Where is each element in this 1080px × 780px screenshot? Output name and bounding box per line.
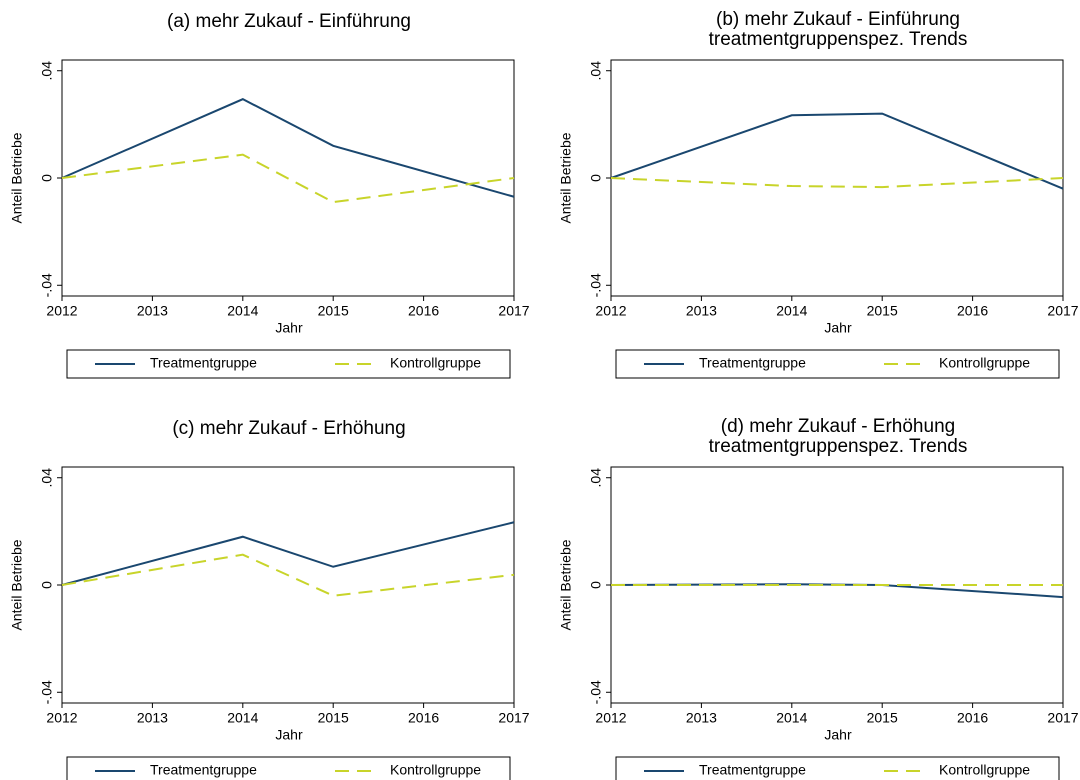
x-tick-label: 2015 [867, 710, 898, 726]
series-line [61, 153, 515, 204]
series-line [610, 583, 1064, 599]
chart-subtitle: treatmentgruppenspez. Trends [709, 436, 968, 457]
y-tick-label: 0 [588, 174, 604, 182]
y-tick-label: .04 [588, 61, 604, 81]
x-tick-label: 2016 [408, 303, 439, 319]
x-tick-label: 2017 [1047, 710, 1078, 726]
chart-title: (d) mehr Zukauf - Erhöhung [721, 416, 955, 437]
x-tick-label: 2014 [776, 303, 807, 319]
x-tick-label: 2013 [686, 303, 717, 319]
plot-frame [61, 466, 515, 704]
x-axis-label: Jahr [275, 320, 303, 336]
x-tick-label: 2013 [137, 710, 168, 726]
y-tick-label: 0 [39, 174, 55, 182]
legend-label: Treatmentgruppe [150, 762, 257, 778]
x-tick-label: 2016 [408, 710, 439, 726]
x-tick-label: 2015 [867, 303, 898, 319]
x-tick-label: 2013 [137, 303, 168, 319]
y-tick-label: -.04 [588, 273, 604, 297]
y-tick-label: 0 [588, 581, 604, 589]
series-line [61, 521, 515, 586]
legend-box [615, 756, 1060, 780]
y-tick-label: 0 [39, 581, 55, 589]
y-axis-label: Anteil Betriebe [9, 539, 25, 630]
x-tick-label: 2015 [318, 303, 349, 319]
x-tick-label: 2016 [957, 303, 988, 319]
chart-title: (c) mehr Zukauf - Erhöhung [172, 418, 405, 439]
legend-label: Kontrollgruppe [939, 762, 1030, 778]
plot-frame [610, 59, 1064, 297]
x-axis-label: Jahr [824, 727, 852, 743]
legend-label: Kontrollgruppe [939, 355, 1030, 371]
x-tick-label: 2014 [227, 303, 258, 319]
y-tick-label: -.04 [588, 680, 604, 704]
legend-box [615, 349, 1060, 379]
x-tick-label: 2017 [1047, 303, 1078, 319]
y-axis-label: Anteil Betriebe [558, 132, 574, 223]
x-axis-label: Jahr [275, 727, 303, 743]
series-line [610, 177, 1064, 189]
chart-title: (a) mehr Zukauf - Einführung [167, 11, 411, 32]
y-axis-label: Anteil Betriebe [9, 132, 25, 223]
chart-title: (b) mehr Zukauf - Einführung [716, 9, 960, 30]
y-tick-label: .04 [588, 468, 604, 488]
x-tick-label: 2017 [498, 710, 529, 726]
x-tick-label: 2017 [498, 303, 529, 319]
x-tick-label: 2012 [46, 710, 77, 726]
x-tick-label: 2014 [776, 710, 807, 726]
x-tick-label: 2012 [46, 303, 77, 319]
x-tick-label: 2016 [957, 710, 988, 726]
legend-label: Treatmentgruppe [699, 762, 806, 778]
legend-label: Kontrollgruppe [390, 355, 481, 371]
y-axis-label: Anteil Betriebe [558, 539, 574, 630]
y-tick-label: .04 [39, 468, 55, 488]
x-tick-label: 2014 [227, 710, 258, 726]
x-axis-label: Jahr [824, 320, 852, 336]
series-line [61, 98, 515, 198]
y-tick-label: -.04 [39, 273, 55, 297]
series-line [610, 112, 1064, 190]
x-tick-label: 2012 [595, 710, 626, 726]
chart-subtitle: treatmentgruppenspez. Trends [709, 29, 968, 50]
x-tick-label: 2013 [686, 710, 717, 726]
series-line [61, 553, 515, 597]
legend-box [66, 349, 511, 379]
y-tick-label: -.04 [39, 680, 55, 704]
legend-box [66, 756, 511, 780]
x-tick-label: 2015 [318, 710, 349, 726]
legend-label: Treatmentgruppe [699, 355, 806, 371]
y-tick-label: .04 [39, 61, 55, 81]
x-tick-label: 2012 [595, 303, 626, 319]
legend-label: Treatmentgruppe [150, 355, 257, 371]
legend-label: Kontrollgruppe [390, 762, 481, 778]
